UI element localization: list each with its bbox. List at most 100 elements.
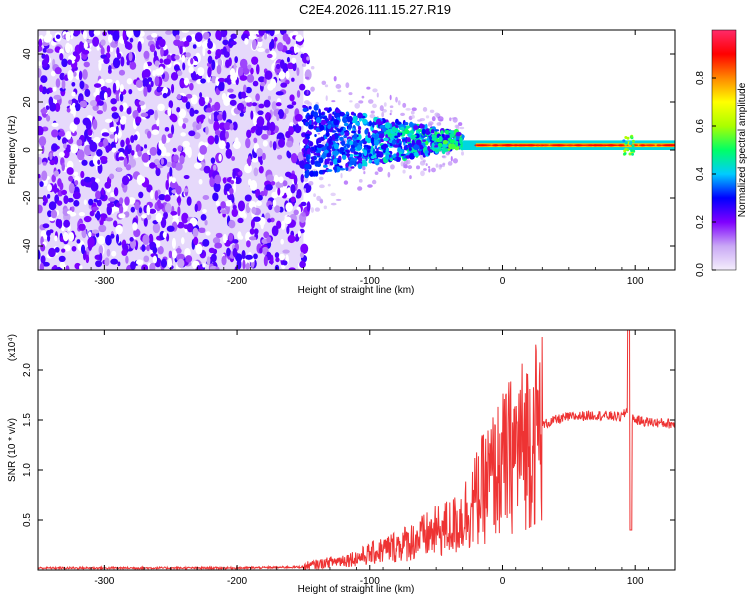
- heatmap-cell: [413, 144, 420, 151]
- heatmap-cell: [396, 152, 400, 157]
- heatmap-cell: [201, 40, 209, 49]
- heatmap-cell: [101, 187, 105, 195]
- heatmap-cell: [177, 258, 185, 269]
- heatmap-cell: [246, 74, 255, 83]
- heatmap-cell: [343, 147, 348, 150]
- heatmap-cell: [437, 116, 444, 122]
- heatmap-cell: [258, 30, 264, 36]
- heatmap-cell: [92, 119, 98, 130]
- heatmap-cell: [181, 212, 189, 224]
- heatmap-cell: [125, 164, 132, 171]
- heatmap-cell: [190, 94, 198, 105]
- heatmap-cell: [397, 100, 401, 106]
- heatmap-cell: [334, 166, 338, 173]
- heatmap-cell: [303, 149, 309, 155]
- heatmap-cell: [234, 176, 242, 185]
- heatmap-cell: [250, 67, 254, 75]
- heatmap-cell: [229, 99, 237, 106]
- heatmap-cell: [291, 101, 297, 106]
- heatmap-cell: [452, 158, 459, 164]
- heatmap-cell: [303, 158, 307, 164]
- heatmap-cell: [146, 184, 153, 193]
- heatmap-cell: [97, 235, 106, 245]
- heatmap-cell: [156, 148, 162, 156]
- y-tick-label: 0: [22, 147, 33, 153]
- heatmap-cell: [405, 125, 411, 129]
- heatmap-cell: [364, 129, 369, 135]
- heatmap-cell: [310, 65, 315, 70]
- heatmap-cell: [70, 30, 74, 40]
- heatmap-cell: [40, 243, 46, 252]
- heatmap-cell: [353, 158, 358, 161]
- heatmap-cell: [94, 212, 101, 219]
- heatmap-cell: [328, 145, 332, 150]
- heatmap-cell: [245, 262, 250, 270]
- x-tick-label: -200: [227, 276, 247, 287]
- heatmap-cell: [125, 255, 129, 264]
- heatmap-cell: [66, 107, 71, 113]
- heatmap-cell: [132, 222, 138, 231]
- heatmap-cell: [271, 225, 279, 237]
- heatmap-cell: [442, 162, 446, 166]
- heatmap-cell: [143, 86, 148, 97]
- heatmap-cell: [241, 250, 246, 260]
- heatmap-cell: [134, 201, 140, 211]
- heatmap-cell: [71, 91, 76, 97]
- heatmap-cell: [91, 206, 99, 211]
- heatmap-cell: [118, 156, 125, 161]
- heatmap-cell: [207, 49, 212, 55]
- heatmap-cell: [181, 30, 190, 33]
- heatmap-cell: [38, 45, 43, 52]
- heatmap-cell: [411, 139, 415, 146]
- x-tick-label: -300: [94, 576, 114, 587]
- heatmap-cell: [582, 144, 595, 147]
- heatmap-cell: [56, 200, 63, 206]
- heatmap-cell: [340, 172, 343, 179]
- heatmap-cell: [131, 149, 135, 156]
- heatmap-cell: [141, 264, 149, 270]
- heatmap-cell: [133, 110, 139, 118]
- heatmap-cell: [83, 61, 90, 68]
- heatmap-cell: [220, 30, 228, 38]
- heatmap-cell: [455, 141, 459, 148]
- heatmap-cell: [313, 104, 318, 111]
- heatmap-cell: [363, 149, 368, 157]
- heatmap-cell: [61, 248, 66, 253]
- heatmap-cell: [175, 185, 182, 195]
- heatmap-cell: [244, 194, 252, 202]
- heatmap-cell: [181, 54, 186, 63]
- heatmap-cell: [251, 30, 258, 35]
- heatmap-cell: [245, 254, 253, 260]
- heatmap-cell: [213, 120, 220, 132]
- heatmap-cell: [257, 110, 264, 116]
- heatmap-cell: [41, 41, 50, 46]
- heatmap-cell: [143, 216, 148, 227]
- heatmap-cell: [214, 242, 223, 249]
- heatmap-cell: [389, 112, 392, 116]
- heatmap-cell: [309, 170, 314, 177]
- heatmap-cell: [214, 55, 219, 60]
- heatmap-cell: [321, 146, 327, 151]
- heatmap-cell: [148, 208, 157, 214]
- heatmap-cell: [429, 136, 433, 140]
- heatmap-cell: [49, 159, 56, 166]
- heatmap-cell: [566, 144, 575, 147]
- y-tick-label: 40: [22, 48, 33, 60]
- heatmap-cell: [438, 164, 442, 170]
- heatmap-cell: [65, 31, 71, 42]
- heatmap-cell: [299, 260, 306, 269]
- heatmap-cell: [220, 201, 226, 209]
- heatmap-cell: [406, 137, 411, 143]
- heatmap-cell: [176, 221, 185, 229]
- heatmap-cell: [286, 150, 290, 158]
- heatmap-cell: [358, 140, 363, 145]
- heatmap-cell: [66, 210, 74, 215]
- heatmap-cell: [96, 110, 104, 115]
- heatmap-cell: [63, 143, 67, 149]
- heatmap-cell: [61, 58, 68, 68]
- heatmap-cell: [222, 236, 228, 242]
- heatmap-cell: [111, 250, 117, 257]
- heatmap-cell: [155, 212, 163, 223]
- heatmap-cell: [177, 145, 183, 152]
- heatmap-cell: [261, 152, 266, 161]
